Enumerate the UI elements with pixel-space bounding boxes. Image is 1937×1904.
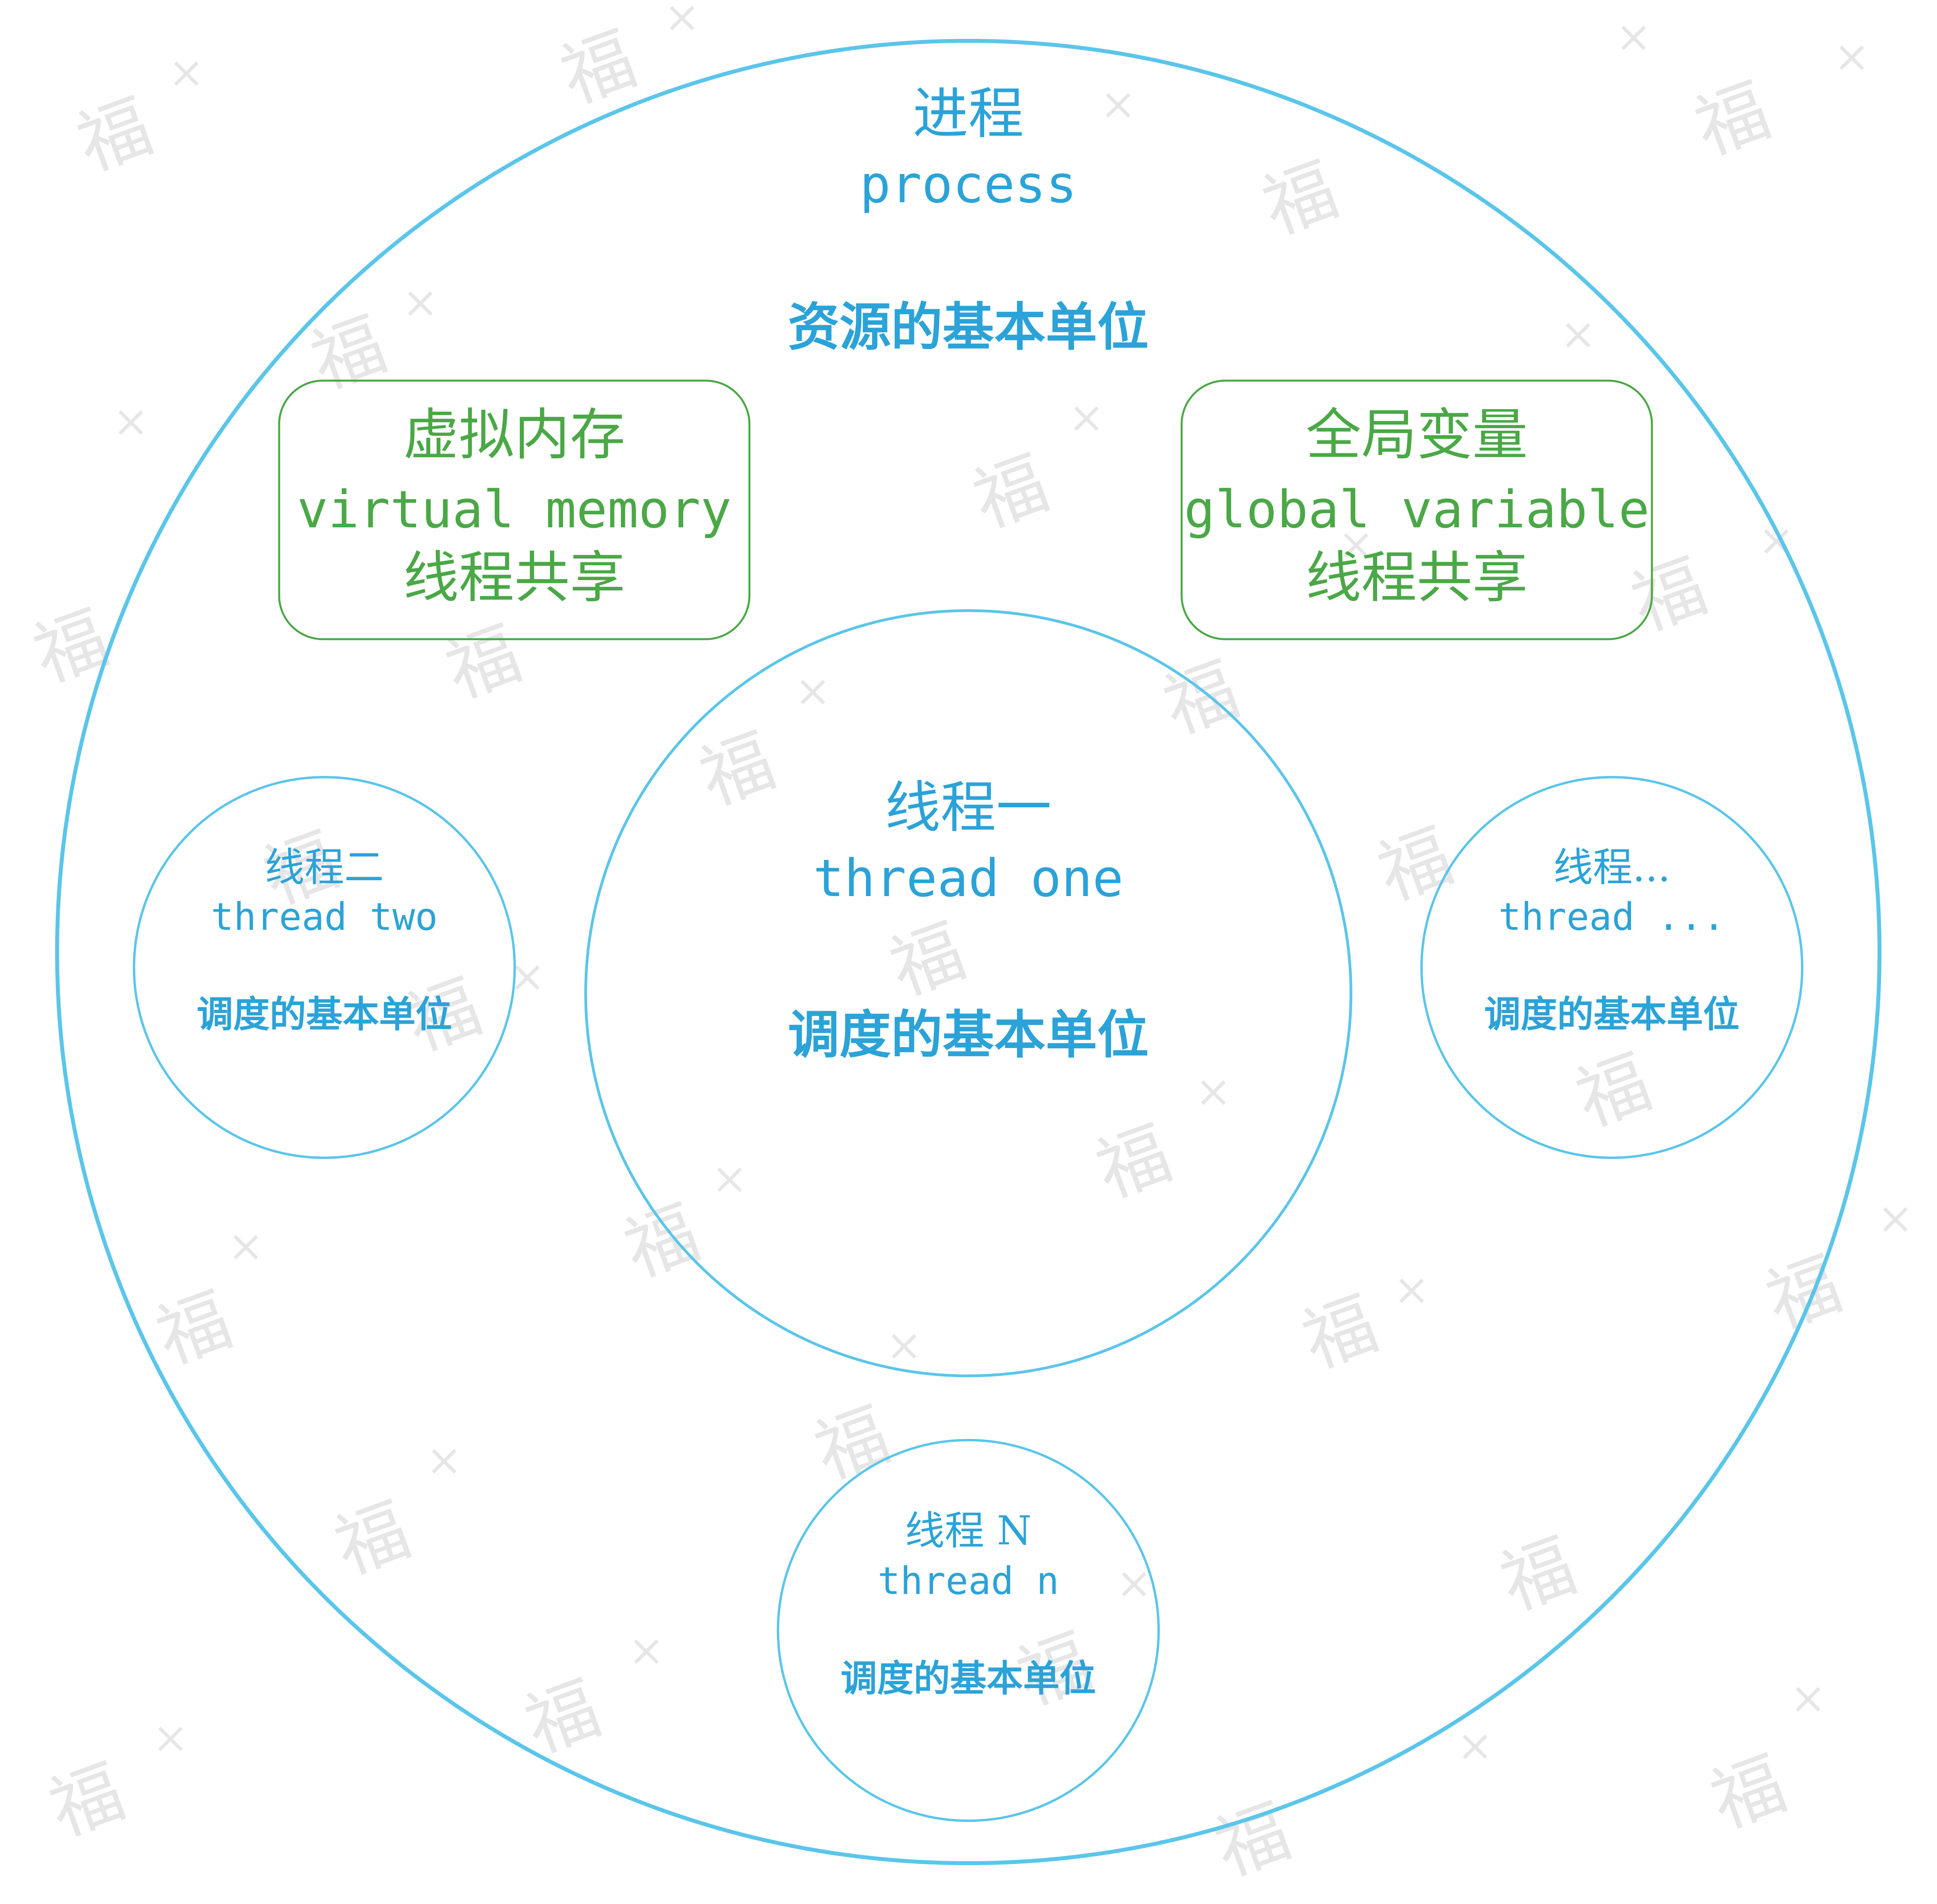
watermark-cross: ×	[886, 1320, 922, 1370]
watermark-cross: ×	[628, 1625, 665, 1676]
thread-n-title-en: thread n	[877, 1559, 1059, 1603]
thread-two-title-en: thread two	[211, 895, 438, 939]
global-variable-title-cn: 全局变量	[1306, 403, 1528, 467]
watermark-cross: ×	[664, 0, 700, 42]
thread-more-note: 调度的基本单位	[1484, 993, 1740, 1036]
watermark-cross: ×	[1457, 1720, 1493, 1771]
watermark-cross: ×	[402, 277, 439, 328]
virtual-memory-title-cn: 虚拟内存	[403, 403, 625, 467]
thread-more-circle	[1420, 776, 1803, 1159]
watermark-cross: ×	[1393, 1264, 1430, 1315]
watermark-cross: ×	[426, 1435, 462, 1485]
process-title-en: process	[860, 154, 1077, 215]
thread-one-circle	[584, 609, 1353, 1377]
watermark-cross: ×	[113, 396, 149, 446]
watermark-cross: ×	[795, 665, 831, 716]
thread-n-circle	[777, 1439, 1160, 1822]
watermark-cross: ×	[1100, 79, 1136, 129]
thread-more-title-cn: 线程...	[1553, 844, 1670, 891]
thread-two-note: 调度的基本单位	[197, 993, 452, 1036]
virtual-memory-note: 线程共享	[403, 546, 625, 610]
watermark-cross: ×	[1834, 31, 1870, 82]
global-variable-note: 线程共享	[1306, 546, 1528, 610]
watermark-cross: ×	[152, 1712, 189, 1763]
thread-two-title-cn: 线程二	[265, 844, 384, 891]
thread-one-title-en: thread one	[813, 848, 1124, 908]
watermark-cross: ×	[711, 1153, 748, 1204]
process-title-cn: 进程	[913, 82, 1024, 146]
process-subtitle: 资源的基本单位	[788, 297, 1149, 357]
watermark-cross: ×	[168, 47, 205, 98]
thread-one-note: 调度的基本单位	[788, 1004, 1149, 1065]
thread-more-title-en: thread ...	[1498, 895, 1725, 939]
watermark-cross: ×	[1338, 519, 1374, 569]
virtual-memory-title-en: virtual memory	[297, 479, 732, 540]
watermark-cross: ×	[228, 1220, 264, 1271]
watermark-cross: ×	[1068, 392, 1105, 442]
global-variable-title-en: global variable	[1184, 479, 1650, 540]
thread-n-note: 调度的基本单位	[841, 1657, 1096, 1700]
virtual-memory-box	[278, 379, 751, 640]
watermark-cross: ×	[1195, 1066, 1232, 1117]
watermark-cross: ×	[1790, 1672, 1826, 1723]
watermark-cross: ×	[1615, 11, 1652, 62]
watermark-cross: ×	[1877, 1193, 1914, 1243]
watermark-cross: ×	[1560, 308, 1596, 359]
global-variable-box	[1180, 379, 1653, 640]
thread-two-circle	[133, 776, 516, 1159]
thread-n-title-cn: 线程 N	[905, 1507, 1031, 1554]
process-circle	[55, 39, 1881, 1865]
thread-one-title-cn: 线程一	[885, 776, 1052, 840]
